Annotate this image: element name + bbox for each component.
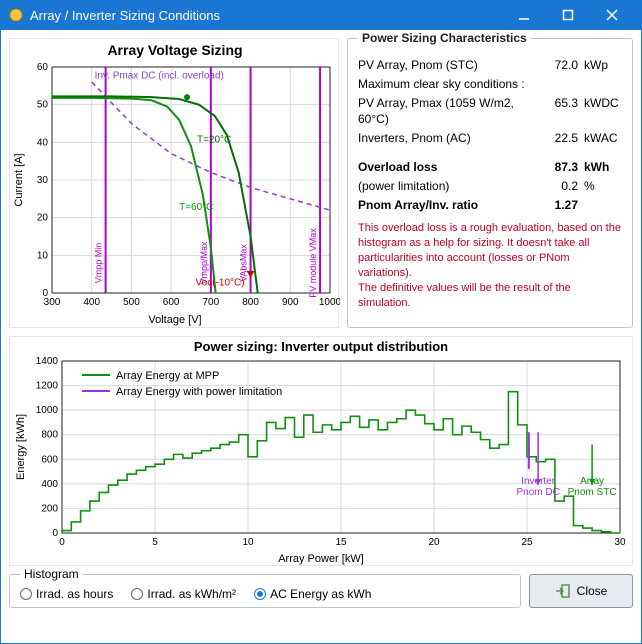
svg-text:600: 600 xyxy=(163,297,180,308)
kv-unit: kWAC xyxy=(578,130,622,147)
minimize-button[interactable] xyxy=(502,0,546,30)
svg-text:700: 700 xyxy=(203,297,220,308)
ratio-value: 1.27 xyxy=(542,197,578,214)
svg-text:PV module VMax: PV module VMax xyxy=(308,228,318,298)
svg-text:1000: 1000 xyxy=(36,405,59,416)
svg-text:15: 15 xyxy=(335,537,347,548)
maximize-button[interactable] xyxy=(546,0,590,30)
svg-text:Voltage [V]: Voltage [V] xyxy=(148,314,201,326)
svg-text:600: 600 xyxy=(41,454,58,465)
svg-text:0: 0 xyxy=(59,537,65,548)
svg-text:1400: 1400 xyxy=(36,356,59,367)
svg-text:1200: 1200 xyxy=(36,381,59,392)
svg-text:20: 20 xyxy=(37,213,49,224)
svg-text:Array Power [kW]: Array Power [kW] xyxy=(278,553,364,565)
svg-text:Array Energy at MPP: Array Energy at MPP xyxy=(116,370,219,382)
kv-value: 87.3 xyxy=(542,159,578,176)
kv-label: Inverters, Pnom (AC) xyxy=(358,130,542,147)
svg-text:900: 900 xyxy=(282,297,299,308)
titlebar: Array / Inverter Sizing Conditions xyxy=(0,0,642,30)
radio-label: Irrad. as kWh/m² xyxy=(147,587,236,601)
svg-text:25: 25 xyxy=(521,537,533,548)
kv-unit: kWh xyxy=(578,159,622,176)
svg-text:Array Energy with power limita: Array Energy with power limitation xyxy=(116,386,282,398)
svg-text:Current [A]: Current [A] xyxy=(13,153,25,206)
kv-label: PV Array, Pmax (1059 W/m2, 60°C) xyxy=(358,95,542,129)
kv-label: PV Array, Pnom (STC) xyxy=(358,57,542,74)
kv-value: 72.0 xyxy=(542,57,578,74)
power-distribution-chart: Power sizing: Inverter output distributi… xyxy=(9,336,633,566)
close-button-label: Close xyxy=(577,584,608,598)
svg-text:30: 30 xyxy=(614,537,626,548)
svg-text:10: 10 xyxy=(242,537,254,548)
histogram-radio[interactable]: Irrad. as hours xyxy=(20,587,113,601)
svg-text:T=60°C: T=60°C xyxy=(179,202,213,213)
svg-text:Vmpp Min: Vmpp Min xyxy=(94,243,104,284)
svg-text:Pnom STC: Pnom STC xyxy=(568,487,617,498)
svg-text:Array Voltage Sizing: Array Voltage Sizing xyxy=(107,42,242,58)
close-icon xyxy=(555,583,571,599)
svg-text:T=20°C: T=20°C xyxy=(197,134,231,145)
svg-text:60: 60 xyxy=(37,62,49,73)
radio-label: AC Energy as kWh xyxy=(270,587,371,601)
close-window-button[interactable] xyxy=(590,0,634,30)
histogram-radio[interactable]: AC Energy as kWh xyxy=(254,587,371,601)
power-sizing-group: Power Sizing Characteristics PV Array, P… xyxy=(347,38,633,328)
kv-unit: kWp xyxy=(578,57,622,74)
svg-text:Array: Array xyxy=(580,476,604,487)
kv-unit xyxy=(578,76,622,93)
svg-text:500: 500 xyxy=(123,297,140,308)
svg-text:Pnom DC: Pnom DC xyxy=(516,487,559,498)
svg-text:800: 800 xyxy=(41,430,58,441)
svg-text:30: 30 xyxy=(37,175,49,186)
kv-label: Overload loss xyxy=(358,159,542,176)
window-title: Array / Inverter Sizing Conditions xyxy=(30,8,502,23)
radio-label: Irrad. as hours xyxy=(36,587,113,601)
kv-value: 22.5 xyxy=(542,130,578,147)
kv-label: (power limitation) xyxy=(358,178,542,195)
close-button[interactable]: Close xyxy=(529,574,633,608)
svg-text:1000: 1000 xyxy=(319,297,340,308)
svg-text:800: 800 xyxy=(242,297,259,308)
svg-text:0: 0 xyxy=(52,528,58,539)
voltage-sizing-chart: Array Voltage Sizing30040050060070080090… xyxy=(9,38,339,328)
svg-text:Inv. Pmax DC (incl. overload): Inv. Pmax DC (incl. overload) xyxy=(95,70,224,81)
histogram-radio[interactable]: Irrad. as kWh/m² xyxy=(131,587,236,601)
svg-text:10: 10 xyxy=(37,250,49,261)
svg-text:400: 400 xyxy=(41,479,58,490)
kv-unit: % xyxy=(578,178,622,195)
svg-text:40: 40 xyxy=(37,137,49,148)
ratio-label: Pnom Array/Inv. ratio xyxy=(358,197,542,214)
svg-text:Inverter: Inverter xyxy=(521,476,556,487)
app-icon xyxy=(8,7,24,23)
kv-value: 65.3 xyxy=(542,95,578,129)
svg-text:50: 50 xyxy=(37,100,49,111)
group-title: Power Sizing Characteristics xyxy=(358,31,531,45)
kv-value xyxy=(542,76,578,93)
histogram-group: Histogram Irrad. as hoursIrrad. as kWh/m… xyxy=(9,574,521,608)
svg-text:Power sizing: Inverter output: Power sizing: Inverter output distributi… xyxy=(194,339,448,354)
svg-text:Voc(-10°C): Voc(-10°C) xyxy=(196,277,245,288)
svg-text:Energy [kWh]: Energy [kWh] xyxy=(15,414,27,480)
kv-label: Maximum clear sky conditions : xyxy=(358,76,542,93)
svg-text:0: 0 xyxy=(42,288,48,299)
overload-warning: This overload loss is a rough evaluation… xyxy=(358,221,622,310)
svg-text:5: 5 xyxy=(152,537,158,548)
svg-text:200: 200 xyxy=(41,503,58,514)
histogram-group-title: Histogram xyxy=(20,567,83,581)
svg-text:20: 20 xyxy=(428,537,440,548)
kv-unit: kWDC xyxy=(578,95,622,129)
svg-text:VAbsMax: VAbsMax xyxy=(239,244,249,282)
svg-text:400: 400 xyxy=(83,297,100,308)
kv-value: 0.2 xyxy=(542,178,578,195)
